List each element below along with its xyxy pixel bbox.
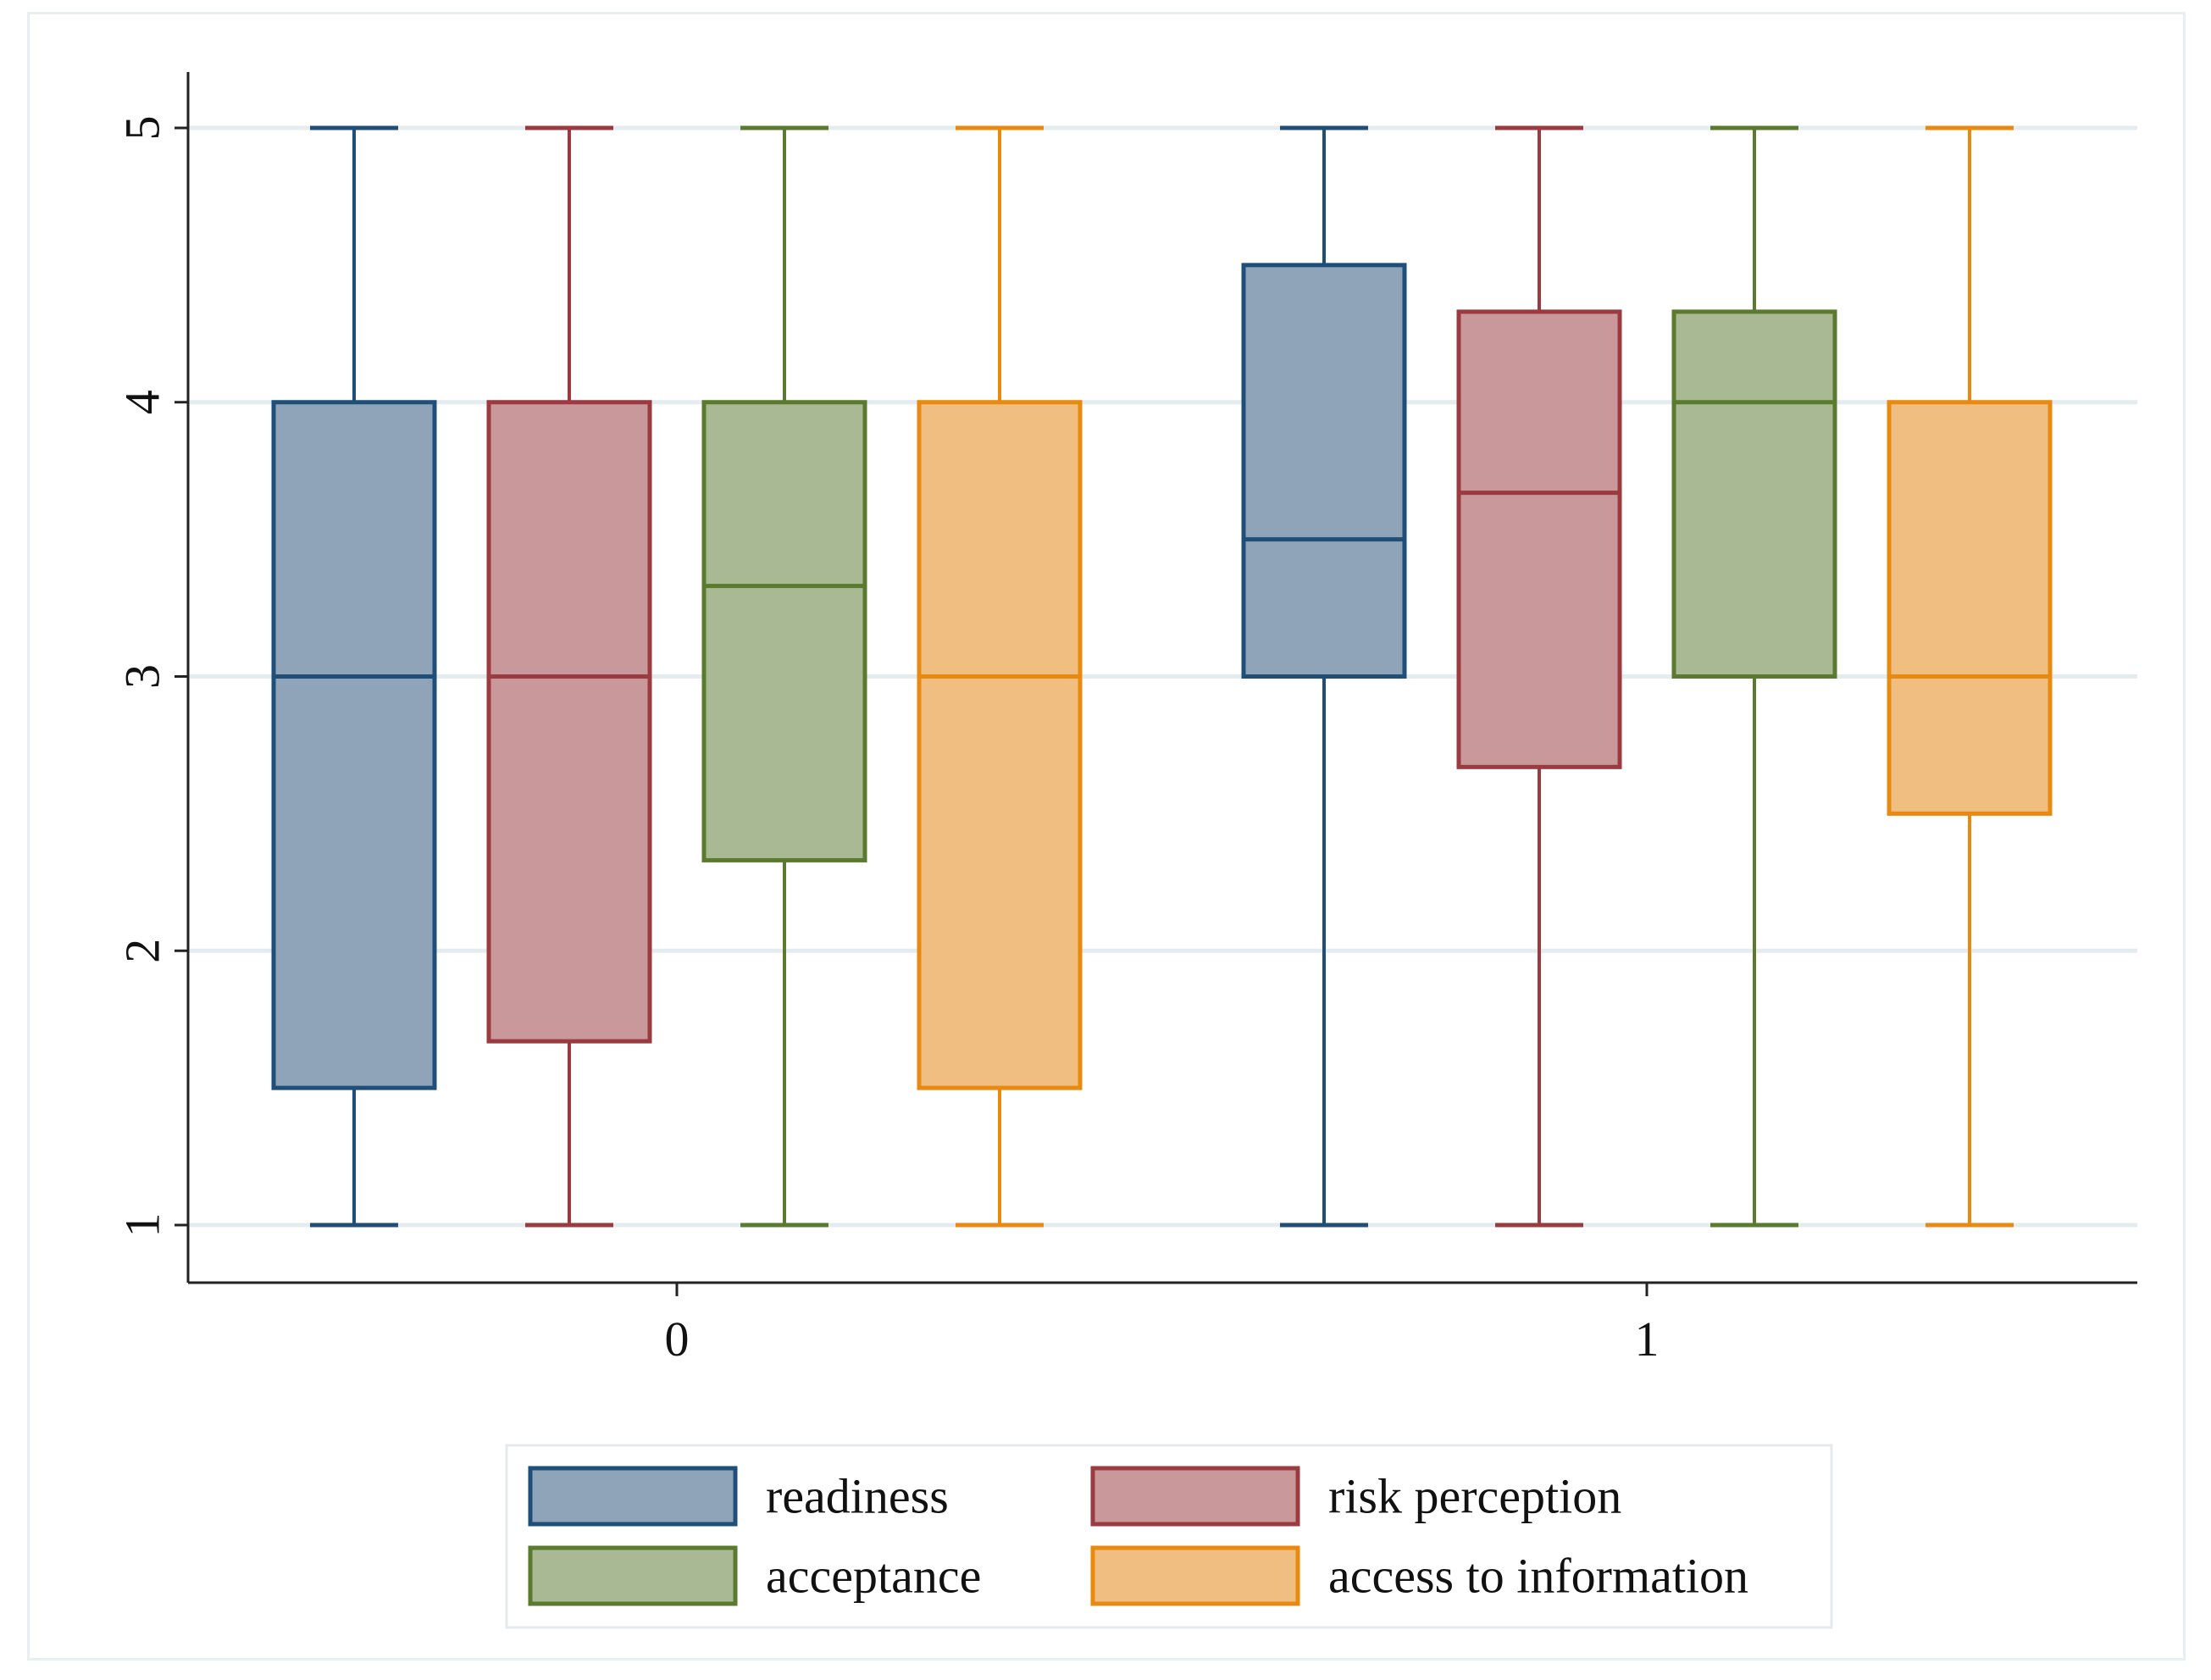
iqr-box <box>1671 309 1837 679</box>
box-access-to-information-0 <box>917 125 1083 1228</box>
box-readiness-1 <box>1241 125 1407 1228</box>
legend-swatch <box>528 1466 738 1527</box>
iqr-box <box>701 400 867 862</box>
grid-lines <box>188 125 2137 1228</box>
x-tick-label: 1 <box>1635 1311 1660 1367</box>
y-tick-label: 1 <box>115 1213 170 1238</box>
legend-label: acceptance <box>766 1549 981 1604</box>
box-risk-perception-1 <box>1456 125 1622 1228</box>
box-acceptance-1 <box>1671 125 1837 1228</box>
legend-label: risk perception <box>1328 1469 1621 1524</box>
legend-item-access-to-information: access to information <box>1090 1545 1748 1606</box>
legend-item-readiness: readiness <box>528 1466 949 1527</box>
iqr-box <box>1887 400 2053 816</box>
y-tick-label: 2 <box>115 939 170 963</box>
legend-item-risk-perception: risk perception <box>1090 1466 1621 1527</box>
box-access-to-information-1 <box>1887 125 2053 1228</box>
legend-swatch <box>528 1545 738 1606</box>
y-ticks: 1 2 3 4 5 <box>115 116 188 1238</box>
iqr-box <box>917 400 1083 1090</box>
x-tick-label: 0 <box>665 1311 690 1367</box>
box-readiness-0 <box>271 125 437 1228</box>
legend-swatch <box>1090 1466 1300 1527</box>
y-tick-label: 4 <box>115 390 170 414</box>
legend-label: readiness <box>766 1469 949 1524</box>
legend-item-acceptance: acceptance <box>528 1545 981 1606</box>
y-tick-label: 5 <box>115 116 170 141</box>
box-acceptance-0 <box>701 125 867 1228</box>
box-risk-perception-0 <box>486 125 652 1228</box>
iqr-box <box>1456 309 1622 769</box>
legend-label: access to information <box>1328 1549 1748 1604</box>
legend-swatch <box>1090 1545 1300 1606</box>
iqr-box <box>271 400 437 1090</box>
iqr-box <box>1241 263 1407 679</box>
boxes <box>271 125 2053 1228</box>
y-tick-label: 3 <box>115 664 170 689</box>
iqr-box <box>486 400 652 1044</box>
legend: readiness risk perception acceptance access… <box>505 1444 1833 1629</box>
